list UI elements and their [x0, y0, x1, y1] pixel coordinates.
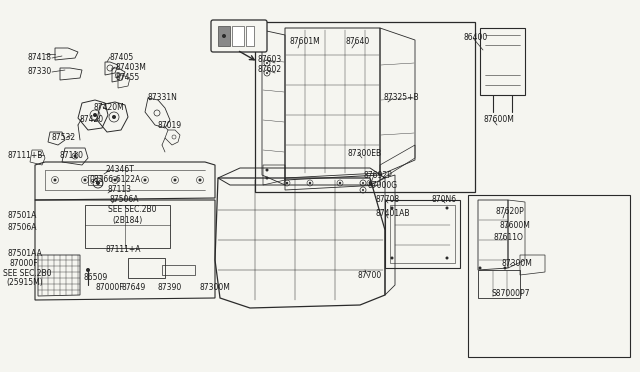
Text: 87111+B: 87111+B — [8, 151, 44, 160]
Text: 87640: 87640 — [345, 38, 369, 46]
FancyBboxPatch shape — [211, 20, 267, 52]
Circle shape — [266, 72, 268, 74]
Text: 87501AA: 87501AA — [8, 248, 43, 257]
Circle shape — [362, 182, 364, 184]
Text: 87401AB: 87401AB — [375, 208, 410, 218]
Text: 87611O: 87611O — [494, 234, 524, 243]
Text: 87325+B: 87325+B — [383, 93, 419, 103]
Circle shape — [479, 266, 481, 269]
Circle shape — [266, 62, 268, 64]
Circle shape — [390, 257, 394, 260]
Text: 87600M: 87600M — [483, 115, 514, 125]
Text: S87000P7: S87000P7 — [492, 289, 531, 298]
Text: (2B184): (2B184) — [112, 215, 142, 224]
Polygon shape — [218, 26, 230, 46]
Circle shape — [173, 179, 177, 182]
Circle shape — [93, 113, 97, 117]
Text: 87331N: 87331N — [148, 93, 178, 102]
Text: 87300M: 87300M — [502, 259, 533, 267]
Text: 87420M: 87420M — [93, 103, 124, 112]
Circle shape — [96, 181, 100, 185]
Text: 87708: 87708 — [375, 195, 399, 203]
Text: SEE SEC.2B0: SEE SEC.2B0 — [3, 269, 51, 278]
Text: 08166-6122A: 08166-6122A — [90, 176, 141, 185]
Circle shape — [266, 176, 269, 180]
Circle shape — [54, 179, 56, 182]
Text: 87418: 87418 — [28, 54, 52, 62]
Text: 87455: 87455 — [115, 73, 140, 81]
Text: 86509: 86509 — [84, 273, 108, 282]
Circle shape — [86, 268, 90, 272]
Polygon shape — [246, 26, 254, 46]
Circle shape — [445, 206, 449, 209]
Text: 86400: 86400 — [463, 33, 487, 42]
Text: 87600M: 87600M — [500, 221, 531, 230]
Text: 87506A: 87506A — [8, 222, 38, 231]
Text: 870N6: 870N6 — [432, 195, 457, 203]
Circle shape — [369, 182, 371, 184]
Circle shape — [113, 179, 116, 182]
Text: 87620P: 87620P — [495, 208, 524, 217]
Circle shape — [339, 182, 341, 184]
Text: 87692P: 87692P — [364, 170, 393, 180]
Text: 87532: 87532 — [52, 134, 76, 142]
Circle shape — [143, 179, 147, 182]
Text: 87113: 87113 — [107, 186, 131, 195]
Text: 87603: 87603 — [258, 55, 282, 64]
Text: 87420: 87420 — [80, 115, 104, 125]
Text: 87111+A: 87111+A — [105, 246, 141, 254]
Text: SEE SEC.2B0: SEE SEC.2B0 — [108, 205, 157, 215]
Text: 24346T: 24346T — [105, 166, 134, 174]
Text: 87300EB: 87300EB — [348, 148, 382, 157]
Text: 87390: 87390 — [157, 283, 181, 292]
Circle shape — [112, 115, 116, 119]
Circle shape — [266, 169, 269, 171]
Text: (25915M): (25915M) — [6, 279, 43, 288]
Circle shape — [390, 206, 394, 209]
Text: 87506A: 87506A — [110, 196, 140, 205]
Text: 87000G: 87000G — [367, 180, 397, 189]
Circle shape — [445, 257, 449, 260]
Text: 87110: 87110 — [60, 151, 84, 160]
Text: 87403M: 87403M — [115, 62, 146, 71]
Text: 87601M: 87601M — [290, 38, 321, 46]
Text: 87330: 87330 — [28, 67, 52, 77]
Text: 87000F: 87000F — [10, 259, 38, 267]
Circle shape — [198, 179, 202, 182]
Text: 87300M: 87300M — [200, 283, 231, 292]
Circle shape — [222, 34, 226, 38]
Text: 87405: 87405 — [110, 52, 134, 61]
Circle shape — [286, 182, 288, 184]
Text: 87602: 87602 — [258, 65, 282, 74]
Circle shape — [362, 189, 364, 191]
Text: 87649: 87649 — [122, 283, 147, 292]
Circle shape — [74, 154, 77, 157]
Polygon shape — [232, 26, 244, 46]
Text: 87000F: 87000F — [96, 283, 125, 292]
Text: 87019: 87019 — [158, 122, 182, 131]
Text: (1): (1) — [89, 179, 98, 183]
Text: 87501A: 87501A — [8, 211, 37, 219]
Text: 87700: 87700 — [358, 272, 382, 280]
Circle shape — [309, 182, 311, 184]
Circle shape — [504, 266, 506, 269]
Circle shape — [83, 179, 86, 182]
